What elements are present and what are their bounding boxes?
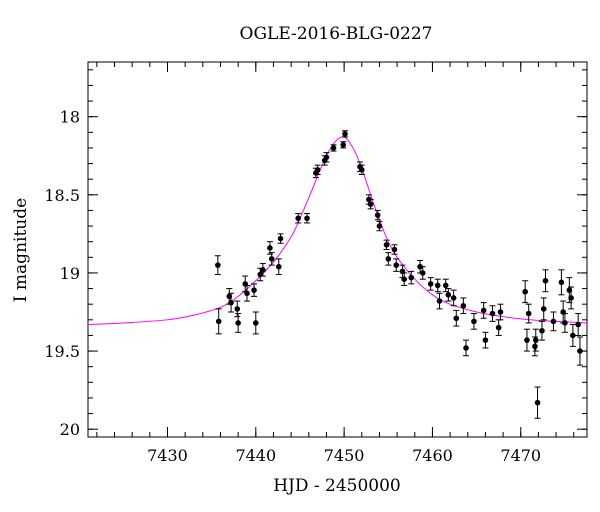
- data-point: [342, 131, 348, 137]
- data-point: [434, 282, 441, 289]
- data-point: [267, 245, 273, 251]
- y-tick-label: 20: [60, 420, 80, 439]
- data-point: [540, 306, 547, 312]
- data-point: [275, 263, 282, 270]
- data-point: [450, 295, 457, 301]
- data-point: [234, 306, 241, 312]
- data-point: [391, 246, 398, 253]
- data-point: [445, 292, 452, 298]
- data-point: [471, 318, 477, 325]
- data-point: [314, 167, 321, 173]
- data-point: [277, 235, 284, 242]
- data-point: [401, 276, 407, 282]
- y-tick-label: 19.5: [44, 342, 80, 361]
- data-point: [376, 223, 383, 229]
- x-tick-label: 7460: [412, 446, 453, 465]
- x-tick-label: 7470: [500, 446, 541, 465]
- data-point: [385, 256, 392, 262]
- x-axis-label: HJD - 2450000: [273, 476, 401, 496]
- data-point: [532, 343, 538, 350]
- data-point: [215, 262, 221, 268]
- data-point: [463, 345, 469, 351]
- data-point: [304, 215, 310, 222]
- data-point: [427, 281, 434, 287]
- data-point: [534, 399, 541, 406]
- data-point: [393, 262, 400, 268]
- data-point: [295, 215, 301, 222]
- data-point: [575, 321, 581, 328]
- data-point: [374, 212, 381, 218]
- x-tick-label: 7450: [324, 446, 365, 465]
- data-point: [228, 299, 234, 306]
- x-tick-label: 7430: [147, 446, 188, 465]
- data-point: [330, 145, 337, 151]
- data-point: [442, 282, 449, 289]
- data-point: [522, 288, 528, 295]
- model-curve: [87, 136, 588, 325]
- data-point: [570, 332, 576, 339]
- data-point: [577, 348, 583, 354]
- data-point: [568, 295, 574, 301]
- data-point: [436, 298, 443, 304]
- y-tick-label: 19: [60, 264, 80, 283]
- data-point: [419, 270, 426, 276]
- data-point: [383, 242, 390, 248]
- data-point: [251, 287, 257, 293]
- data-point: [367, 201, 374, 207]
- data-point: [558, 279, 565, 286]
- major-ticks: [88, 62, 587, 437]
- minor-ticks: [88, 62, 587, 437]
- data-point: [323, 154, 330, 161]
- data-point: [253, 320, 259, 326]
- data-point: [550, 318, 557, 325]
- y-tick-label: 18.5: [44, 186, 80, 205]
- data-points: [214, 130, 583, 419]
- data-point: [482, 337, 489, 343]
- data-point: [524, 337, 530, 343]
- plot-frame: [87, 61, 588, 438]
- data-point: [260, 267, 266, 273]
- data-point: [358, 167, 365, 173]
- data-point: [525, 310, 532, 317]
- data-point: [408, 274, 415, 281]
- data-point: [460, 302, 467, 309]
- data-point: [235, 320, 241, 326]
- data-point: [340, 142, 347, 148]
- y-tick-label: 18: [60, 108, 80, 127]
- tick-labels: 7430 7440 7450 7460 7470 18 18.5 19 19.5 20: [44, 108, 541, 465]
- data-point: [542, 277, 549, 284]
- y-axis-label: I magnitude: [11, 198, 31, 302]
- data-point: [532, 337, 539, 343]
- data-point: [562, 320, 568, 326]
- data-point: [480, 307, 487, 314]
- data-point: [244, 290, 250, 297]
- data-point: [215, 318, 222, 325]
- data-point: [453, 315, 460, 322]
- chart-title: OGLE-2016-BLG-0227: [240, 24, 433, 44]
- x-tick-label: 7440: [235, 446, 276, 465]
- data-point: [497, 309, 504, 315]
- data-point: [268, 256, 275, 262]
- data-point: [495, 324, 502, 331]
- data-point: [539, 327, 545, 334]
- data-point: [489, 310, 496, 317]
